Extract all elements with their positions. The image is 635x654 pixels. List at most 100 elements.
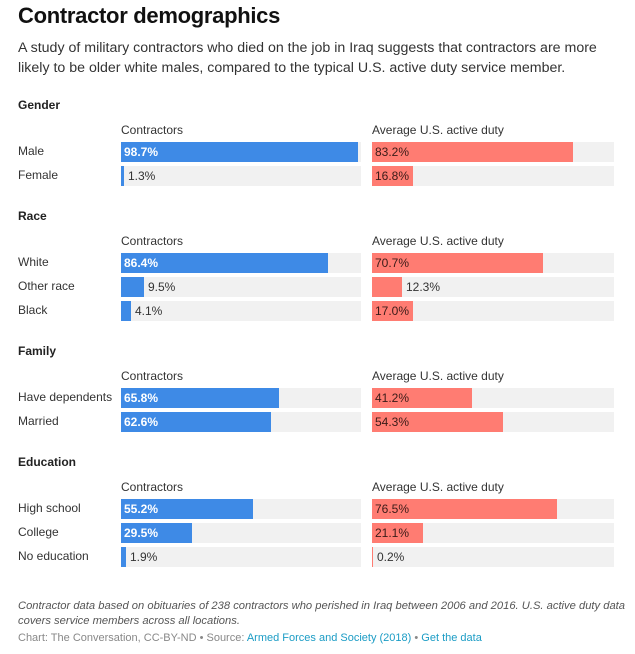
value-label: 70.7% [375,256,410,270]
category-label: Female [18,168,59,182]
contractors-bar-track: 9.5% [121,277,361,297]
active-duty-bar-track: 12.3% [372,277,614,297]
contractors-bar [121,277,144,297]
active-duty-bar [372,166,413,186]
contractors-bar [121,253,328,273]
value-label: 62.6% [124,415,159,429]
footnote: Contractor data based on obituaries of 2… [18,600,625,627]
category-label: Black [18,303,48,317]
section-title: Gender [18,98,61,112]
active-duty-bar-track: 21.1% [372,523,614,543]
bar-row: No education 1.9% 0.2% [0,547,635,567]
separator: • [411,632,422,644]
column-header-contractors: Contractors [121,480,184,494]
value-label: 55.2% [124,502,159,516]
contractors-bar [121,301,131,321]
category-label: Male [18,144,45,158]
bar-row: Female 1.3% 16.8% [0,166,635,186]
category-label: Other race [18,279,75,293]
value-label: 12.3% [406,280,441,294]
value-label: 21.1% [375,526,410,540]
column-header-contractors: Contractors [121,234,184,248]
active-duty-bar-track: 76.5% [372,499,614,519]
section-title: Race [18,209,47,223]
active-duty-bar-track: 70.7% [372,253,614,273]
bar-row: High school 55.2% 76.5% [0,499,635,519]
active-duty-bar-track: 0.2% [372,547,614,567]
value-label: 98.7% [124,145,159,159]
active-duty-bar [372,301,413,321]
contractors-bar [121,388,279,408]
value-label: 0.2% [377,550,405,564]
active-duty-bar-track: 16.8% [372,166,614,186]
column-header-contractors: Contractors [121,123,184,137]
source-prefix: Source: [206,632,247,644]
category-label: Married [18,414,59,428]
section-title: Education [18,455,77,469]
bar-row: Male 98.7% 83.2% [0,142,635,162]
chart-credit: Chart: The Conversation, CC-BY-ND [18,632,197,644]
column-header-contractors: Contractors [121,369,184,383]
source-line: Chart: The Conversation, CC-BY-ND • Sour… [18,632,482,644]
value-label: 29.5% [124,526,159,540]
value-label: 86.4% [124,256,159,270]
source-link[interactable]: Armed Forces and Society (2018) [246,632,412,644]
contractors-bar-track: 1.9% [121,547,361,567]
active-duty-bar [372,142,573,162]
contractors-bar-track: 55.2% [121,499,361,519]
get-the-data-link[interactable]: Get the data [421,632,482,644]
bar-row: College 29.5% 21.1% [0,523,635,543]
active-duty-bar [372,253,543,273]
contractors-bar-track: 86.4% [121,253,361,273]
contractors-bar [121,412,271,432]
contractors-bar-track: 98.7% [121,142,361,162]
active-duty-bar [372,388,472,408]
value-label: 83.2% [375,145,410,159]
active-duty-bar-track: 83.2% [372,142,614,162]
category-label: High school [18,501,81,515]
active-duty-bar-track: 54.3% [372,412,614,432]
value-label: 41.2% [375,391,410,405]
column-header-active-duty: Average U.S. active duty [372,123,504,137]
contractors-bar-track: 1.3% [121,166,361,186]
category-label: No education [18,549,89,563]
value-label: 54.3% [375,415,410,429]
contractors-bar [121,547,126,567]
bar-row: Other race 9.5% 12.3% [0,277,635,297]
bar-row: Married 62.6% 54.3% [0,412,635,432]
active-duty-bar [372,277,402,297]
active-duty-bar-track: 17.0% [372,301,614,321]
value-label: 17.0% [375,304,410,318]
category-label: White [18,255,49,269]
active-duty-bar-track: 41.2% [372,388,614,408]
section-title: Family [18,344,57,358]
separator: • [196,632,207,644]
contractors-bar-track: 62.6% [121,412,361,432]
contractors-bar-track: 29.5% [121,523,361,543]
column-header-active-duty: Average U.S. active duty [372,234,504,248]
value-label: 76.5% [375,502,410,516]
active-duty-bar [372,547,373,567]
category-label: Have dependents [18,390,113,404]
contractors-bar [121,523,192,543]
category-label: College [18,525,59,539]
bar-row: Have dependents 65.8% 41.2% [0,388,635,408]
column-header-active-duty: Average U.S. active duty [372,480,504,494]
bar-row: Black 4.1% 17.0% [0,301,635,321]
value-label: 4.1% [135,304,163,318]
active-duty-bar [372,499,557,519]
contractors-bar-track: 4.1% [121,301,361,321]
chart-description: A study of military contractors who died… [18,40,597,76]
contractors-bar [121,499,253,519]
value-label: 65.8% [124,391,159,405]
value-label: 1.9% [130,550,158,564]
value-label: 9.5% [148,280,176,294]
contractors-bar-track: 65.8% [121,388,361,408]
contractors-bar [121,142,358,162]
chart-title: Contractor demographics [18,3,281,28]
column-header-active-duty: Average U.S. active duty [372,369,504,383]
bar-row: White 86.4% 70.7% [0,253,635,273]
active-duty-bar [372,412,503,432]
value-label: 16.8% [375,169,410,183]
active-duty-bar [372,523,423,543]
